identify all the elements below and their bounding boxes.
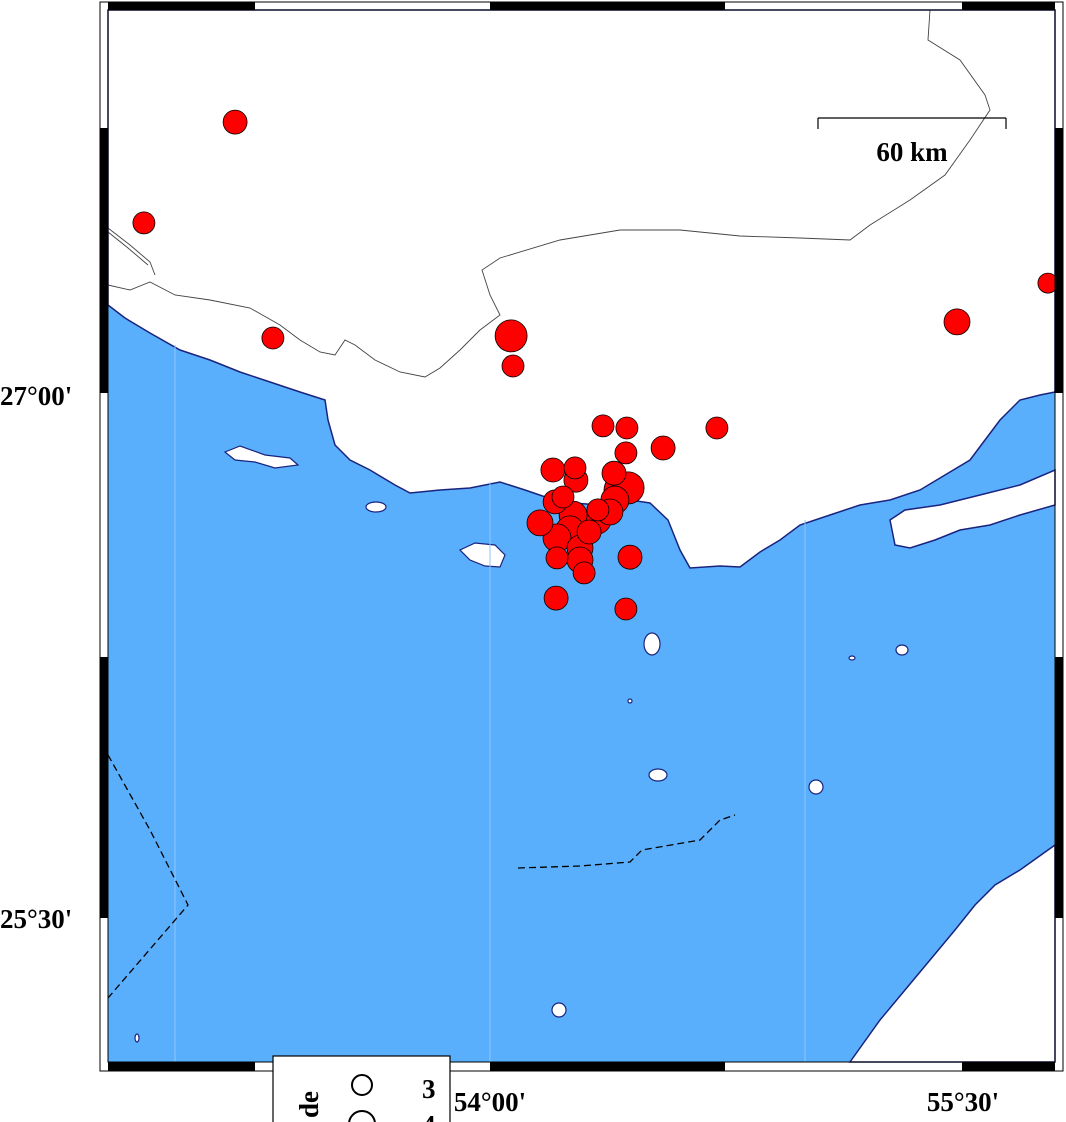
- legend-label-4: 4: [422, 1110, 436, 1122]
- earthquake-marker: [572, 561, 596, 585]
- island: [365, 501, 387, 513]
- lat-label-27-00: 27°00': [0, 381, 72, 411]
- island: [808, 779, 824, 795]
- legend-circle-4: [348, 1110, 376, 1122]
- earthquake-marker: [551, 485, 575, 509]
- island: [848, 655, 856, 661]
- earthquake-marker: [261, 326, 285, 350]
- scale-bar-label: 60 km: [876, 137, 948, 167]
- earthquake-marker: [591, 414, 615, 438]
- island: [648, 768, 668, 782]
- gridlines: [174, 345, 806, 1062]
- earthquake-marker: [132, 211, 156, 235]
- lat-label-25-30: 25°30': [0, 904, 72, 934]
- earthquake-marker: [563, 456, 587, 480]
- island: [134, 1033, 140, 1043]
- island: [627, 698, 633, 704]
- earthquake-marker: [494, 319, 528, 353]
- earthquake-marker: [222, 109, 248, 135]
- earthquake-marker: [705, 416, 729, 440]
- lon-label-55-30: 55°30': [927, 1087, 999, 1117]
- earthquake-events: [132, 109, 1059, 621]
- earthquake-marker: [526, 509, 554, 537]
- earthquake-marker: [943, 308, 971, 336]
- earthquake-marker: [540, 457, 566, 483]
- earthquake-marker: [601, 460, 627, 486]
- island: [895, 644, 909, 656]
- earthquake-marker: [576, 519, 602, 545]
- earthquake-marker: [586, 498, 610, 522]
- earthquake-marker: [615, 416, 639, 440]
- lon-label-54-00: 54°00': [454, 1087, 526, 1117]
- earthquake-marker: [614, 597, 638, 621]
- legend-circle-3: [351, 1074, 373, 1096]
- island: [551, 1002, 567, 1018]
- map-frame: [99, 1, 1064, 1072]
- legend-title: de: [294, 1091, 324, 1118]
- earthquake-marker: [617, 544, 643, 570]
- legend-label-3: 3: [422, 1074, 436, 1104]
- island: [458, 542, 506, 568]
- province-borders: [107, 9, 991, 378]
- scale-bar: [817, 117, 1007, 129]
- earthquake-marker: [650, 435, 676, 461]
- earthquake-marker: [501, 354, 525, 378]
- island: [643, 632, 661, 656]
- earthquake-marker: [614, 441, 638, 465]
- earthquake-marker: [543, 585, 569, 611]
- earthquake-marker: [545, 546, 569, 570]
- island: [223, 445, 300, 469]
- maritime-boundary: [107, 754, 736, 999]
- magnitude-legend: de 3 4: [272, 1055, 451, 1122]
- land-island-east: [889, 468, 1056, 549]
- islands: [134, 445, 909, 1043]
